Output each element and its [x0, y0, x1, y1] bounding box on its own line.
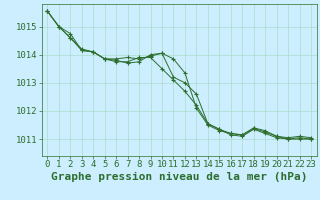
- X-axis label: Graphe pression niveau de la mer (hPa): Graphe pression niveau de la mer (hPa): [51, 172, 308, 182]
